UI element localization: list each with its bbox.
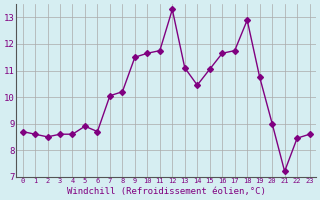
X-axis label: Windchill (Refroidissement éolien,°C): Windchill (Refroidissement éolien,°C) xyxy=(67,187,266,196)
